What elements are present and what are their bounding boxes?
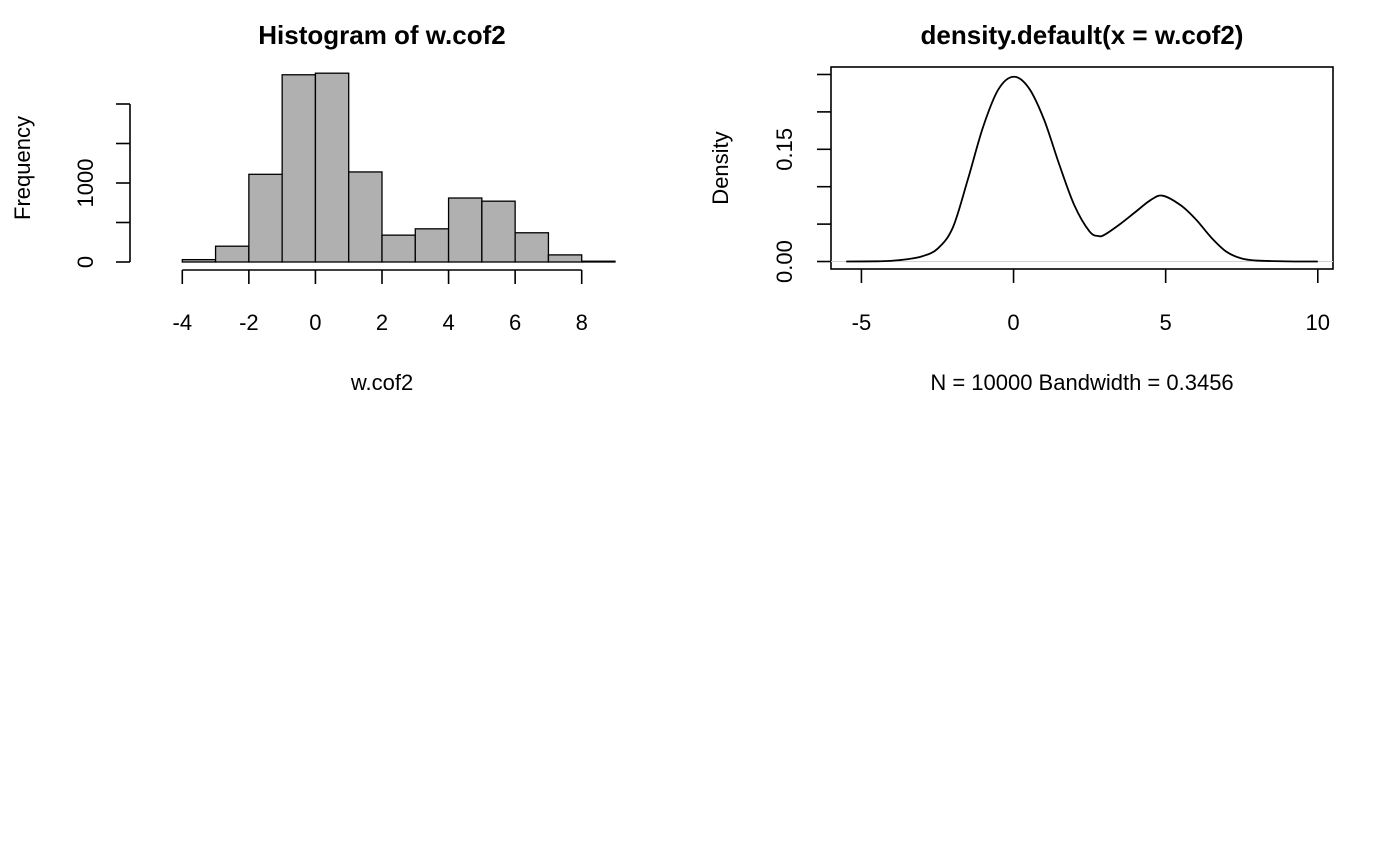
density-panel: density.default(x = w.cof2) -5 0 5 10 0.000… bbox=[708, 20, 1334, 395]
histogram-bar bbox=[214, 245, 250, 263]
histogram-x-tick-label: -2 bbox=[239, 310, 259, 335]
histogram-bar bbox=[248, 173, 283, 263]
histogram-y-tick-label: 1000 bbox=[73, 159, 98, 208]
histogram-bar bbox=[481, 200, 516, 263]
histogram-y-axis-label: Frequency bbox=[10, 116, 35, 220]
density-x-tick-label: 5 bbox=[1160, 310, 1172, 335]
density-title: density.default(x = w.cof2) bbox=[921, 20, 1244, 50]
density-x-axis: -5 0 5 10 bbox=[852, 269, 1330, 335]
histogram-title: Histogram of w.cof2 bbox=[258, 20, 506, 50]
histogram-bar bbox=[348, 171, 383, 263]
histogram-panel: Histogram of w.cof2 -4 -2 0 2 4 6 8 0 1000 w.co… bbox=[10, 20, 616, 395]
density-curve bbox=[846, 75, 1318, 263]
histogram-x-tick-label: 8 bbox=[576, 310, 588, 335]
density-plot-frame bbox=[830, 66, 1334, 270]
histogram-bar bbox=[447, 197, 483, 263]
histogram-bar bbox=[314, 72, 350, 263]
histogram-x-tick-label: 6 bbox=[509, 310, 521, 335]
histogram-x-axis: -4 -2 0 2 4 6 8 bbox=[173, 269, 588, 335]
density-y-tick-label: 0.00 bbox=[772, 240, 797, 283]
histogram-bar bbox=[381, 234, 416, 263]
density-x-axis-label: N = 10000 Bandwidth = 0.3456 bbox=[930, 370, 1233, 395]
histogram-bar bbox=[581, 260, 616, 263]
histogram-x-tick-label: 0 bbox=[309, 310, 321, 335]
density-x-tick-label: 10 bbox=[1306, 310, 1330, 335]
histogram-x-tick-label: -4 bbox=[173, 310, 193, 335]
density-x-tick-label: 0 bbox=[1007, 310, 1019, 335]
density-y-axis: 0.00 0.15 bbox=[772, 73, 831, 283]
density-y-tick-label: 0.15 bbox=[772, 128, 797, 171]
histogram-bar bbox=[281, 74, 317, 263]
histogram-x-axis-label: w.cof2 bbox=[350, 370, 413, 395]
histogram-bar bbox=[514, 232, 550, 263]
density-y-axis-label: Density bbox=[708, 131, 733, 204]
histogram-bar bbox=[547, 254, 583, 263]
histogram-bar bbox=[181, 258, 217, 263]
histogram-bar bbox=[414, 228, 450, 263]
histogram-bars bbox=[181, 72, 616, 263]
histogram-x-tick-label: 2 bbox=[376, 310, 388, 335]
histogram-x-tick-label: 4 bbox=[442, 310, 454, 335]
histogram-y-axis: 0 1000 bbox=[73, 103, 131, 268]
histogram-y-tick-label: 0 bbox=[73, 256, 98, 268]
density-x-tick-label: -5 bbox=[852, 310, 872, 335]
